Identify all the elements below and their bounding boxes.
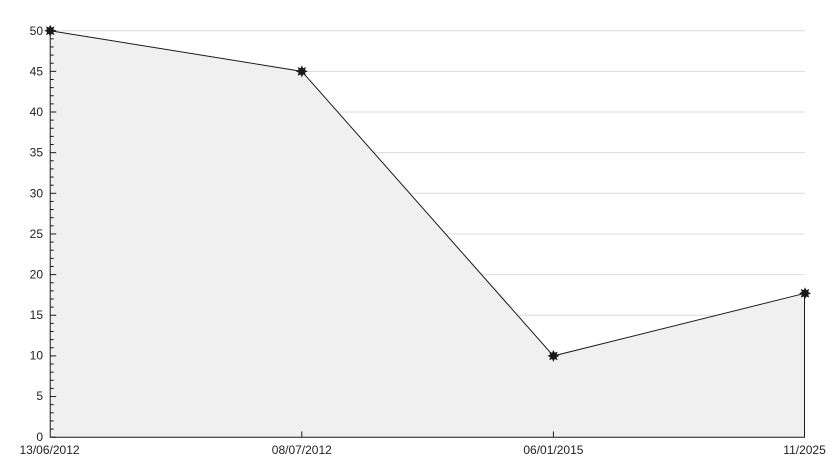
svg-text:5: 5: [36, 389, 43, 403]
svg-text:45: 45: [30, 65, 44, 79]
svg-text:40: 40: [30, 105, 44, 119]
svg-text:06/01/2015: 06/01/2015: [523, 443, 583, 457]
svg-text:11/2025: 11/2025: [783, 443, 826, 457]
svg-text:50: 50: [30, 24, 44, 38]
svg-text:30: 30: [30, 187, 44, 201]
svg-text:20: 20: [30, 268, 44, 282]
svg-text:35: 35: [30, 146, 44, 160]
svg-text:10: 10: [30, 349, 44, 363]
svg-text:08/07/2012: 08/07/2012: [272, 443, 332, 457]
svg-text:13/06/2012: 13/06/2012: [20, 443, 80, 457]
svg-text:15: 15: [30, 308, 44, 322]
svg-text:25: 25: [30, 227, 44, 241]
svg-text:0: 0: [36, 430, 43, 444]
